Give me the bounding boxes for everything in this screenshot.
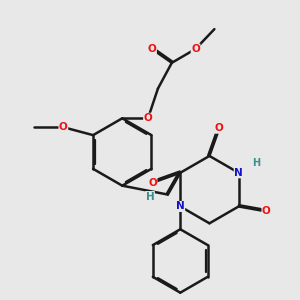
Text: O: O bbox=[191, 44, 200, 54]
Text: O: O bbox=[59, 122, 68, 132]
Text: O: O bbox=[148, 178, 157, 188]
Text: H: H bbox=[146, 192, 154, 202]
Text: N: N bbox=[234, 168, 243, 178]
Text: H: H bbox=[252, 158, 260, 168]
Text: O: O bbox=[144, 113, 152, 123]
Text: O: O bbox=[215, 123, 224, 133]
Text: O: O bbox=[148, 44, 156, 54]
Text: N: N bbox=[176, 202, 184, 212]
Text: O: O bbox=[262, 206, 271, 216]
